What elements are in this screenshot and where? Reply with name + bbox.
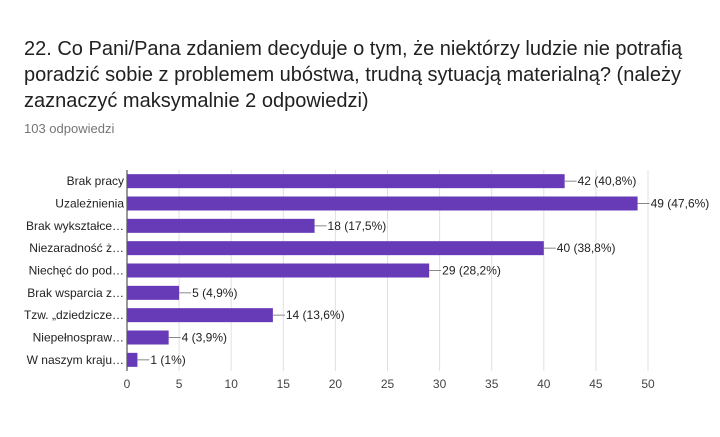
- category-label: Niepełnospraw…: [33, 331, 124, 345]
- x-tick-label: 10: [225, 377, 239, 391]
- value-label: 4 (3,9%): [182, 331, 227, 345]
- value-label: 42 (40,8%): [578, 174, 637, 188]
- bar: [127, 285, 180, 300]
- x-tick-label: 20: [329, 377, 343, 391]
- bar: [127, 174, 565, 189]
- response-count: 103 odpowiedzi: [24, 121, 115, 136]
- x-tick-label: 25: [381, 377, 395, 391]
- category-label: Brak pracy: [67, 174, 124, 188]
- x-tick-label: 50: [641, 377, 655, 391]
- bar: [127, 352, 138, 367]
- category-label: Tzw. „dziedzicze…: [24, 308, 124, 322]
- bar: [127, 218, 315, 233]
- x-tick-label: 15: [277, 377, 291, 391]
- question-title: 22. Co Pani/Pana zdaniem decyduje o tym,…: [24, 38, 683, 112]
- bar: [127, 241, 544, 256]
- bar: [127, 263, 430, 278]
- value-label: 40 (38,8%): [557, 241, 616, 255]
- x-tick-label: 45: [589, 377, 603, 391]
- x-tick-label: 40: [537, 377, 551, 391]
- category-label: Niezaradność ż…: [29, 241, 124, 255]
- value-label: 29 (28,2%): [442, 264, 501, 278]
- x-tick-label: 0: [124, 377, 131, 391]
- value-label: 1 (1%): [150, 353, 185, 367]
- bar: [127, 308, 273, 323]
- bar: [127, 330, 169, 345]
- value-label: 18 (17,5%): [328, 219, 387, 233]
- x-tick-label: 35: [485, 377, 499, 391]
- value-label: 14 (13,6%): [286, 308, 345, 322]
- category-label: Brak wykształce…: [26, 219, 124, 233]
- category-label: Niechęć do pod…: [29, 264, 124, 278]
- bar: [127, 196, 638, 211]
- category-label: W naszym kraju…: [27, 353, 124, 367]
- value-label: 5 (4,9%): [192, 286, 237, 300]
- category-label: Brak wsparcia z…: [27, 286, 124, 300]
- category-label: Uzależnienia: [55, 197, 124, 211]
- x-tick-label: 5: [176, 377, 183, 391]
- x-tick-label: 30: [433, 377, 447, 391]
- value-label: 49 (47,6%): [651, 197, 710, 211]
